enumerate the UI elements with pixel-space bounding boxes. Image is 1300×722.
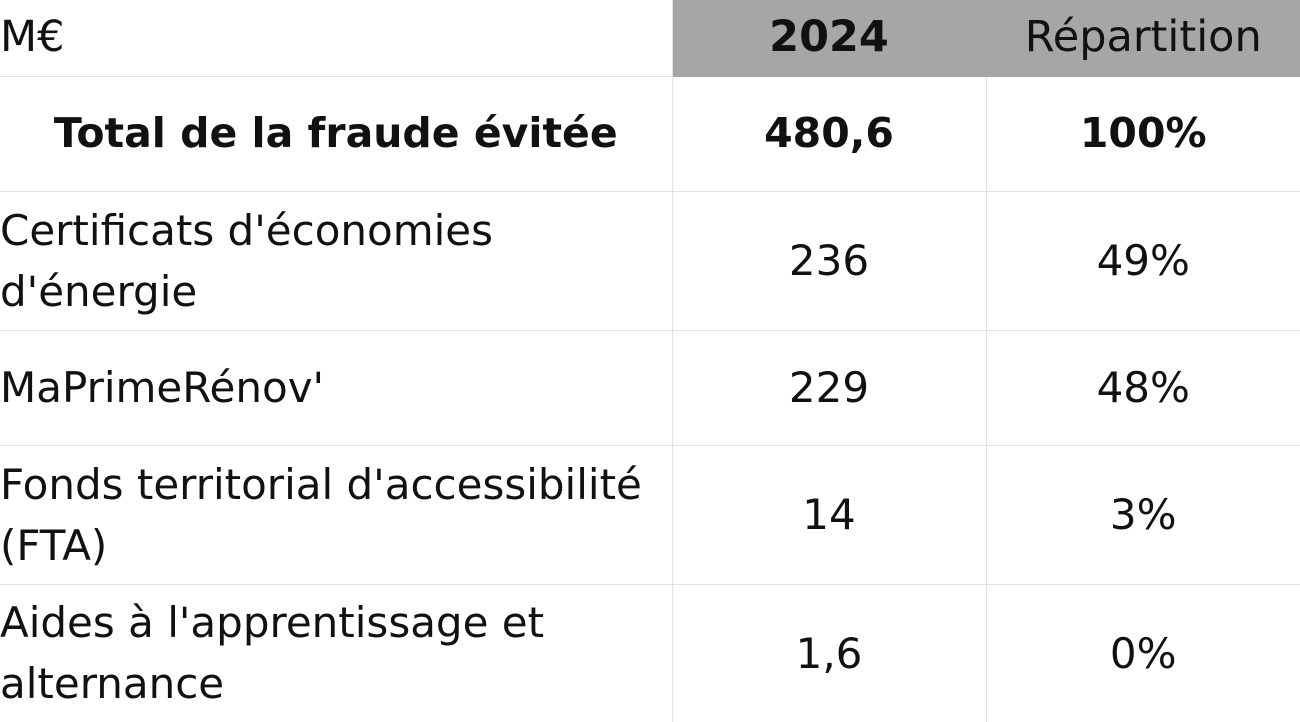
row-label: MaPrimeRénov' xyxy=(0,329,673,446)
row-share: 49% xyxy=(985,190,1300,331)
row-share: 3% xyxy=(985,444,1300,585)
table-row: Certificats d'économies d'énergie 236 49… xyxy=(0,190,1300,331)
row-label: Aides à l'apprentissage et alternance xyxy=(0,583,673,722)
table-row: MaPrimeRénov' 229 48% xyxy=(0,329,1300,446)
total-label: Total de la fraude évitée xyxy=(0,75,673,192)
row-value: 14 xyxy=(671,444,987,585)
row-value: 236 xyxy=(671,190,987,331)
year-header: 2024 xyxy=(671,0,987,77)
total-share: 100% xyxy=(985,75,1300,192)
share-header: Répartition xyxy=(985,0,1300,77)
header-row: M€ 2024 Répartition xyxy=(0,0,1300,77)
unit-header: M€ xyxy=(0,0,673,77)
row-value: 1,6 xyxy=(671,583,987,722)
total-value: 480,6 xyxy=(671,75,987,192)
row-share: 48% xyxy=(985,329,1300,446)
total-row: Total de la fraude évitée 480,6 100% xyxy=(0,75,1300,192)
row-label: Certificats d'économies d'énergie xyxy=(0,190,673,331)
table-row: Fonds territorial d'accessibilité (FTA) … xyxy=(0,444,1300,585)
row-value: 229 xyxy=(671,329,987,446)
row-label: Fonds territorial d'accessibilité (FTA) xyxy=(0,444,673,585)
table-row: Aides à l'apprentissage et alternance 1,… xyxy=(0,583,1300,722)
row-share: 0% xyxy=(985,583,1300,722)
